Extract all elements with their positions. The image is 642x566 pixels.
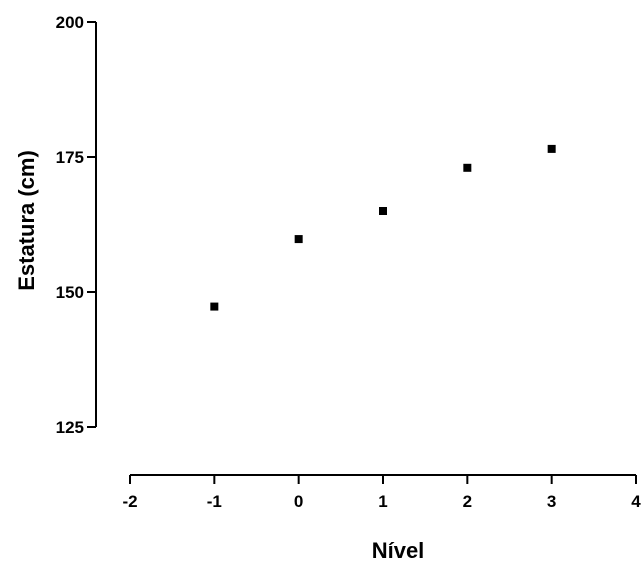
x-axis-title: Nível bbox=[372, 538, 425, 563]
data-point bbox=[294, 235, 303, 244]
data-point bbox=[210, 302, 219, 311]
data-point bbox=[547, 144, 556, 153]
x-tick-label: 0 bbox=[294, 492, 303, 511]
y-axis: 125 150 175 200 bbox=[56, 13, 97, 437]
y-axis-title: Estatura (cm) bbox=[14, 150, 39, 291]
x-axis: -2 -1 0 1 2 3 4 bbox=[122, 474, 641, 511]
data-point bbox=[463, 163, 472, 172]
data-points bbox=[210, 144, 556, 311]
x-tick-label: -2 bbox=[122, 492, 137, 511]
y-tick-label: 150 bbox=[56, 283, 84, 302]
y-tick-label: 200 bbox=[56, 13, 84, 32]
x-tick-label: 2 bbox=[463, 492, 472, 511]
y-tick-label: 175 bbox=[56, 148, 84, 167]
x-tick-label: 4 bbox=[631, 492, 641, 511]
x-tick-label: 1 bbox=[378, 492, 387, 511]
data-point bbox=[379, 207, 387, 215]
x-tick-label: -1 bbox=[207, 492, 222, 511]
x-tick-label: 3 bbox=[547, 492, 556, 511]
y-tick-label: 125 bbox=[56, 418, 84, 437]
